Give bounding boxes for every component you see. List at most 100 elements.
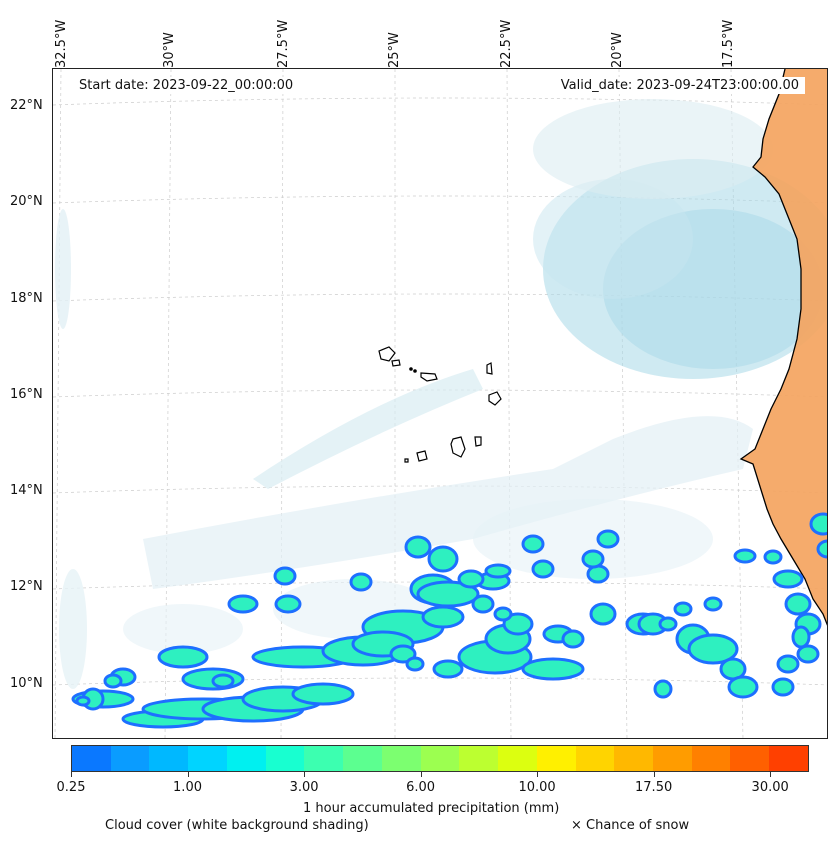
- precip-cell: [405, 656, 425, 672]
- precip-cell: [581, 549, 605, 569]
- lat-label-10n: 10°N: [10, 676, 43, 691]
- precip-cell: [211, 673, 235, 689]
- colorbar-segment: [614, 746, 654, 771]
- precip-cell: [421, 605, 465, 629]
- precip-cell: [157, 645, 209, 669]
- colorbar-segment: [653, 746, 692, 771]
- colorbar-segment: [110, 746, 150, 771]
- precip-cell: [658, 616, 678, 632]
- precip-cell: [389, 644, 417, 664]
- precipitation-colorbar: [71, 745, 809, 772]
- precip-cell: [521, 534, 545, 554]
- precip-cell: [432, 659, 464, 679]
- precip-cell: [776, 654, 800, 674]
- precip-cell: [291, 682, 355, 706]
- precip-cell: [471, 594, 495, 614]
- precip-cell: [274, 594, 302, 614]
- colorbar-segment: [730, 746, 770, 771]
- precip-cell: [653, 679, 673, 699]
- precip-cell: [349, 572, 373, 592]
- colorbar-tick-label: 17.50: [635, 780, 673, 795]
- lon-label-22-5w: 22.5°W: [499, 19, 514, 68]
- precip-cell: [404, 535, 432, 559]
- colorbar-tick-label: 1.00: [173, 780, 202, 795]
- colorbar-tick-mark: [71, 772, 72, 777]
- precip-cell: [673, 601, 693, 617]
- precip-cell: [427, 545, 459, 573]
- colorbar-segment: [420, 746, 460, 771]
- precip-cell: [809, 512, 827, 536]
- precip-cell: [521, 657, 585, 681]
- lon-label-27-5w: 27.5°W: [276, 19, 291, 68]
- coastline: [739, 69, 827, 626]
- lon-label-30w: 30°W: [162, 32, 177, 68]
- precip-cell: [791, 625, 811, 649]
- snow-legend: × Chance of snow: [571, 818, 690, 833]
- colorbar-segment: [536, 746, 576, 771]
- colorbar-tick-label: 6.00: [406, 780, 436, 795]
- colorbar-segment: [149, 746, 189, 771]
- colorbar-segment: [265, 746, 305, 771]
- precip-cell: [703, 596, 723, 612]
- precipitation-layer: [71, 512, 827, 729]
- cloud-cover-shading: [55, 99, 827, 689]
- colorbar-segment: [304, 746, 344, 771]
- colorbar-segment: [498, 746, 537, 771]
- precip-cell: [687, 633, 739, 665]
- map-canvas: [53, 69, 827, 738]
- colorbar-segment: [769, 746, 808, 771]
- precip-cell: [493, 606, 513, 622]
- precip-cell: [227, 594, 259, 614]
- lat-label-18n: 18°N: [10, 291, 43, 306]
- colorbar-segment: [72, 746, 111, 771]
- precip-cell: [531, 559, 555, 579]
- lon-label-20w: 20°W: [610, 32, 625, 68]
- precip-cell: [596, 529, 620, 549]
- precip-cell: [816, 539, 827, 559]
- lon-label-25w: 25°W: [387, 32, 402, 68]
- lon-label-32-5w: 32.5°W: [54, 19, 69, 68]
- colorbar-tick-mark: [304, 772, 306, 777]
- start-date-label: Start date: 2023-09-22_00:00:00: [73, 77, 300, 94]
- lat-label-22n: 22°N: [10, 98, 43, 113]
- colorbar-segment: [226, 746, 266, 771]
- colorbar-tick-label: 30.00: [751, 780, 789, 795]
- colorbar-tick-mark: [537, 772, 539, 777]
- precip-cell: [727, 675, 759, 699]
- precip-cell: [457, 569, 485, 589]
- colorbar-segment: [691, 746, 731, 771]
- colorbar-segment: [575, 746, 615, 771]
- lat-label-14n: 14°N: [10, 483, 43, 498]
- precip-cell: [771, 677, 795, 697]
- map-panel[interactable]: Start date: 2023-09-22_00:00:00 Valid_da…: [52, 68, 828, 739]
- cloud-cover-legend: Cloud cover (white background shading): [105, 818, 369, 833]
- precip-cell: [763, 549, 783, 565]
- lat-label-20n: 20°N: [10, 194, 43, 209]
- colorbar-tick-mark: [187, 772, 189, 777]
- precip-cell: [502, 612, 534, 636]
- colorbar-tick-label: 10.00: [518, 780, 556, 795]
- colorbar-tick-mark: [770, 772, 772, 777]
- valid-date-label: Valid_date: 2023-09-24T23:00:00.00: [554, 77, 805, 94]
- colorbar-segment: [343, 746, 382, 771]
- colorbar-tick-label: 0.25: [56, 780, 86, 795]
- precip-cell: [772, 569, 804, 589]
- land-africa: [741, 69, 827, 624]
- precip-cell: [586, 564, 610, 584]
- colorbar-tick-mark: [653, 772, 655, 777]
- colorbar-segment: [459, 746, 499, 771]
- precip-cell: [796, 644, 820, 664]
- precip-cell: [784, 592, 812, 616]
- precip-cell: [561, 629, 585, 649]
- precip-cell: [484, 563, 512, 579]
- precip-cell: [589, 602, 617, 626]
- precip-cell: [416, 580, 480, 608]
- lon-label-17-5w: 17.5°W: [721, 19, 736, 68]
- colorbar-segment: [188, 746, 227, 771]
- lat-label-16n: 16°N: [10, 387, 43, 402]
- colorbar-label: 1 hour accumulated precipitation (mm): [303, 801, 560, 816]
- lat-label-12n: 12°N: [10, 579, 43, 594]
- colorbar-tick-label: 3.00: [289, 780, 319, 795]
- precip-cell: [733, 548, 757, 564]
- cape-verde-islands: [378, 346, 502, 463]
